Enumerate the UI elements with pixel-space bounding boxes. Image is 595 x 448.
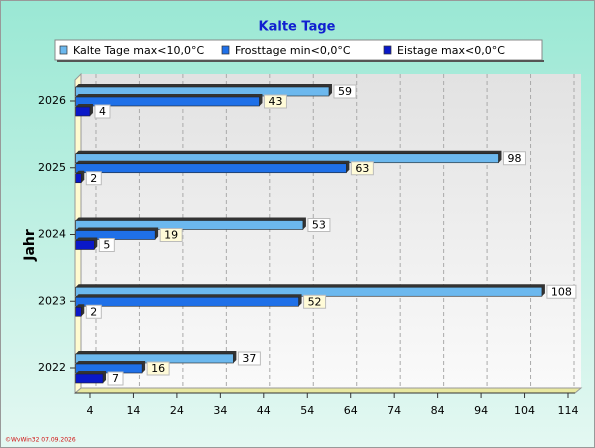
value-label-box (146, 361, 170, 376)
value-label: 37 (242, 352, 256, 365)
value-label-box (85, 171, 102, 186)
bar (75, 373, 104, 384)
x-tick-label: 74 (387, 404, 401, 417)
bar (75, 106, 91, 117)
x-tick-label: 34 (213, 404, 227, 417)
value-label: 2 (90, 305, 97, 318)
legend-swatch (59, 45, 68, 55)
x-tick-label: 44 (257, 404, 271, 417)
value-label: 59 (338, 85, 352, 98)
value-label-box (546, 284, 577, 299)
value-label: 2 (90, 172, 97, 185)
value-label-box (350, 161, 374, 176)
value-label-box (307, 218, 331, 232)
y-tick-label: 2024 (38, 228, 66, 241)
value-label: 53 (312, 219, 326, 232)
legend-swatch (383, 45, 392, 55)
value-label-box (98, 238, 115, 252)
y-tick-label: 2022 (38, 361, 66, 374)
x-tick-label: 14 (126, 404, 140, 417)
bar (75, 220, 304, 230)
value-label: 63 (355, 162, 369, 175)
bar (75, 240, 95, 250)
bar (75, 96, 260, 107)
floor (73, 387, 583, 394)
value-label: 5 (103, 239, 110, 252)
value-label-box (94, 104, 111, 119)
bar (75, 230, 156, 240)
x-tick-label: 114 (558, 404, 579, 417)
bar (75, 296, 299, 307)
chart-title: Kalte Tage (259, 20, 336, 35)
value-label: 52 (308, 295, 322, 308)
value-label-box (107, 371, 124, 386)
value-label: 4 (99, 105, 106, 118)
y-axis-title: Jahr (22, 229, 38, 262)
y-tick-label: 2026 (38, 94, 66, 107)
legend-label: Kalte Tage max<10,0°C (73, 44, 204, 57)
value-label-box (237, 351, 261, 366)
x-tick-label: 4 (86, 404, 93, 417)
value-label-box (263, 94, 287, 109)
value-label: 7 (112, 372, 119, 385)
y-tick-label: 2025 (38, 161, 66, 174)
x-tick-label: 104 (514, 404, 535, 417)
value-label: 98 (507, 152, 521, 165)
value-label-box (159, 228, 183, 242)
x-tick-label: 84 (431, 404, 445, 417)
legend-label: Frosttage min<0,0°C (235, 44, 351, 57)
bar (75, 173, 82, 184)
value-label-box (303, 294, 327, 309)
value-label-box (333, 84, 357, 99)
bar (75, 163, 347, 174)
value-label-box (85, 304, 102, 319)
bar (75, 306, 82, 317)
value-label: 43 (268, 95, 282, 108)
value-label: 108 (551, 285, 572, 298)
x-tick-label: 24 (170, 404, 184, 417)
footer: ©WvWin32 07.09.2026 (5, 437, 76, 444)
x-tick-label: 94 (474, 404, 488, 417)
y-tick-label: 2023 (38, 294, 66, 307)
legend-label: Eistage max<0,0°C (397, 44, 505, 57)
value-label: 19 (164, 229, 178, 242)
legend-swatch (221, 45, 230, 55)
x-tick-label: 64 (344, 404, 358, 417)
value-label-box (502, 151, 526, 166)
x-tick-label: 54 (300, 404, 314, 417)
value-label: 16 (151, 362, 165, 375)
